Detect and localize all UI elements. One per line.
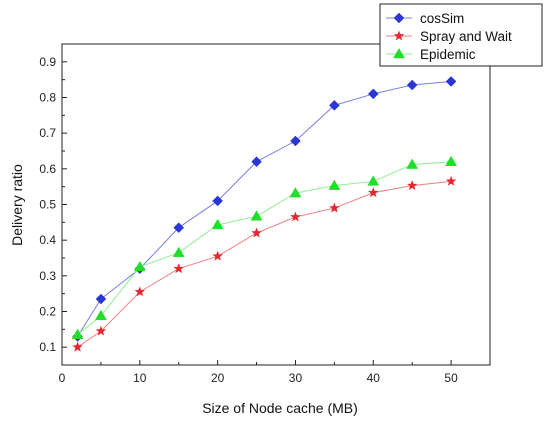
data-point	[72, 341, 83, 352]
x-tick-label: 40	[367, 371, 381, 385]
series-epidemic	[71, 155, 458, 339]
data-point	[251, 156, 262, 168]
data-point	[328, 179, 341, 190]
data-point	[290, 211, 301, 222]
data-point	[211, 218, 224, 230]
y-tick-label: 0.4	[39, 233, 56, 247]
y-tick-label: 0.5	[39, 198, 56, 212]
legend-box	[379, 3, 543, 67]
data-point	[212, 250, 223, 261]
series-line	[77, 180, 452, 348]
y-tick-label: 0.2	[39, 305, 56, 319]
series-line	[77, 161, 452, 336]
x-tick-label: 10	[133, 371, 147, 385]
y-axis: 0.1 0.2 0.3 0.4 0.5 0.6 0.7 0.8 0.9	[39, 55, 67, 366]
y-tick-label: 0.1	[39, 340, 56, 354]
x-axis-title: Size of Node cache (MB)	[202, 400, 358, 416]
y-tick-label: 0.9	[39, 55, 56, 69]
legend: cosSim Spray and Wait Epidemic	[379, 3, 543, 67]
data-point	[367, 88, 379, 100]
data-point	[289, 187, 302, 198]
legend-label: Epidemic	[420, 47, 476, 62]
series-cossim	[72, 76, 457, 342]
legend-label: cosSim	[420, 11, 464, 26]
x-tick-label: 50	[444, 371, 458, 385]
series-layer	[71, 76, 458, 352]
data-point	[445, 175, 457, 186]
data-point	[94, 309, 107, 321]
data-point	[95, 325, 107, 336]
data-point	[71, 328, 84, 339]
x-tick-label: 30	[289, 371, 303, 385]
x-axis: 0 10 20 30 40 50	[59, 360, 458, 385]
data-point	[173, 263, 184, 274]
data-point	[133, 260, 146, 272]
data-point	[406, 79, 418, 91]
data-point	[445, 76, 457, 87]
y-tick-label: 0.3	[39, 269, 56, 283]
x-tick-label: 20	[211, 371, 225, 385]
data-point	[290, 135, 301, 147]
data-point	[368, 187, 379, 198]
data-point	[406, 180, 418, 191]
y-tick-label: 0.7	[39, 126, 56, 140]
y-axis-title: Delivery ratio	[9, 164, 25, 246]
series-spray-and-wait	[72, 175, 457, 352]
data-point	[251, 227, 262, 238]
legend-marker	[393, 30, 405, 41]
data-point	[406, 158, 419, 169]
data-point	[95, 293, 107, 305]
y-tick-label: 0.6	[39, 162, 56, 176]
x-tick-label: 0	[59, 371, 66, 385]
data-point	[173, 222, 185, 234]
y-tick-label: 0.8	[39, 91, 56, 105]
legend-label: Spray and Wait	[420, 29, 512, 44]
data-point	[367, 175, 380, 186]
data-point	[250, 210, 263, 221]
data-point	[172, 246, 185, 257]
data-point	[134, 286, 146, 297]
legend-marker	[393, 48, 405, 59]
data-point	[329, 202, 340, 213]
legend-marker	[393, 12, 405, 24]
data-point	[329, 99, 340, 111]
data-point	[445, 155, 458, 166]
data-point	[212, 195, 223, 207]
